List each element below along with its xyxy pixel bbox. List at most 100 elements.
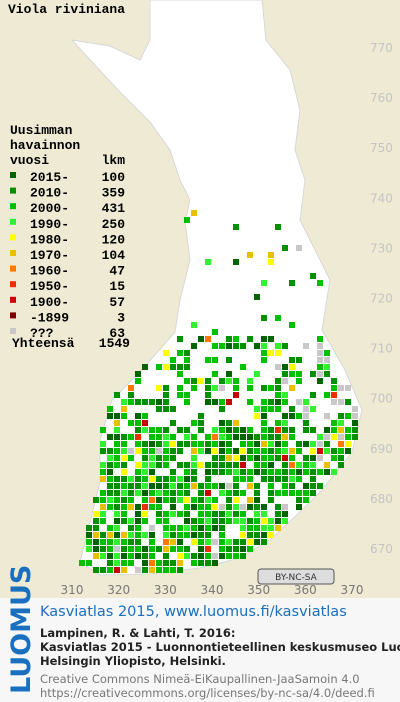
record-square <box>135 483 141 489</box>
record-square <box>254 504 260 510</box>
record-square <box>121 518 127 524</box>
record-square <box>93 553 99 559</box>
record-square <box>128 546 134 552</box>
record-square <box>184 504 190 510</box>
record-square <box>338 413 344 419</box>
record-square <box>233 448 239 454</box>
record-square <box>233 469 239 475</box>
record-square <box>163 350 169 356</box>
record-square <box>142 504 148 510</box>
record-square <box>142 441 148 447</box>
record-square <box>205 448 211 454</box>
record-square <box>233 392 239 398</box>
record-square <box>240 343 246 349</box>
record-square <box>191 469 197 475</box>
record-square <box>289 490 295 496</box>
record-square <box>170 504 176 510</box>
record-square <box>156 511 162 517</box>
legend-count: 100 <box>102 170 126 185</box>
record-square <box>310 490 316 496</box>
record-square <box>93 518 99 524</box>
record-square <box>135 567 141 573</box>
record-square <box>163 546 169 552</box>
record-square <box>226 371 232 377</box>
record-square <box>247 455 253 461</box>
record-square <box>233 336 239 342</box>
record-square <box>282 427 288 433</box>
record-square <box>247 434 253 440</box>
record-square <box>233 546 239 552</box>
record-square <box>282 399 288 405</box>
record-square <box>191 441 197 447</box>
record-square <box>226 497 232 503</box>
record-square <box>254 525 260 531</box>
record-square <box>114 546 120 552</box>
record-square <box>177 462 183 468</box>
record-square <box>268 525 274 531</box>
record-square <box>212 497 218 503</box>
record-square <box>156 427 162 433</box>
record-square <box>191 553 197 559</box>
record-square <box>331 378 337 384</box>
record-square <box>247 441 253 447</box>
record-square <box>198 462 204 468</box>
record-square <box>338 448 344 454</box>
record-square <box>331 448 337 454</box>
record-square <box>254 371 260 377</box>
record-square <box>163 497 169 503</box>
record-square <box>205 469 211 475</box>
record-square <box>107 406 113 412</box>
record-square <box>282 490 288 496</box>
record-square <box>163 490 169 496</box>
record-square <box>142 532 148 538</box>
record-square <box>261 280 267 286</box>
record-square <box>156 462 162 468</box>
y-tick-label: 710 <box>370 342 393 356</box>
record-square <box>303 497 309 503</box>
legend-count: 15 <box>109 279 125 294</box>
record-square <box>107 476 113 482</box>
record-square <box>128 455 134 461</box>
record-square <box>191 420 197 426</box>
record-square <box>114 413 120 419</box>
record-square <box>240 434 246 440</box>
record-square <box>219 455 225 461</box>
record-square <box>107 490 113 496</box>
record-square <box>114 511 120 517</box>
record-square <box>289 448 295 454</box>
record-square <box>163 462 169 468</box>
record-square <box>282 462 288 468</box>
record-square <box>219 343 225 349</box>
record-square <box>233 511 239 517</box>
record-square <box>219 504 225 510</box>
record-square <box>142 567 148 573</box>
record-square <box>296 441 302 447</box>
record-square <box>289 385 295 391</box>
record-square <box>261 476 267 482</box>
record-square <box>247 378 253 384</box>
record-square <box>240 462 246 468</box>
record-square <box>205 434 211 440</box>
record-square <box>261 441 267 447</box>
record-square <box>107 434 113 440</box>
record-square <box>331 434 337 440</box>
record-square <box>233 420 239 426</box>
citation-line: Kasviatlas 2015 - Luonnontieteellinen ke… <box>40 640 400 654</box>
record-square <box>149 490 155 496</box>
record-square <box>233 259 239 265</box>
record-square <box>212 553 218 559</box>
record-square <box>247 252 253 258</box>
record-square <box>296 245 302 251</box>
record-square <box>163 518 169 524</box>
record-square <box>226 420 232 426</box>
record-square <box>317 357 323 363</box>
record-square <box>149 539 155 545</box>
record-square <box>107 455 113 461</box>
record-square <box>247 399 253 405</box>
record-square <box>177 567 183 573</box>
record-square <box>212 469 218 475</box>
record-square <box>261 399 267 405</box>
record-square <box>317 280 323 286</box>
record-square <box>282 413 288 419</box>
record-square <box>268 427 274 433</box>
